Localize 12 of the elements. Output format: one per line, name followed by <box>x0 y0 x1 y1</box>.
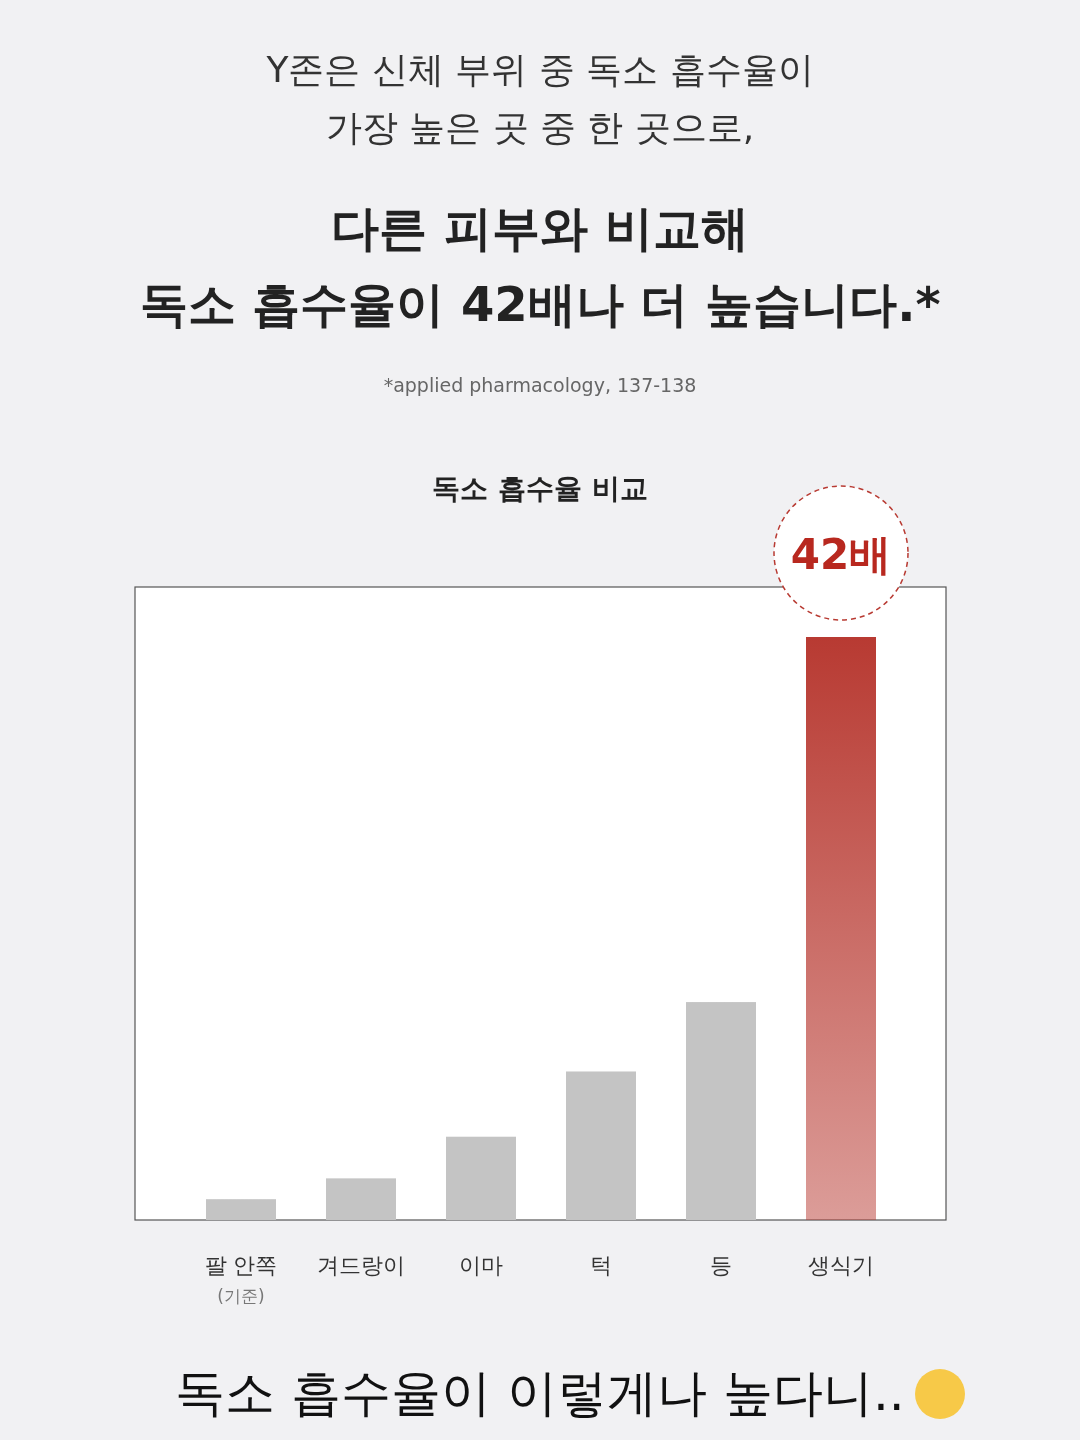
text: Y존은 신체 부위 중 독소 흡수율이 가장 높은 곳 중 한 곳으로, <box>265 49 814 148</box>
text: 다른 피부와 비교해 독소 흡수율이 42배나 더 높습니다.* <box>139 200 941 332</box>
x-tick-label: 생식기 <box>808 1253 874 1278</box>
x-tick-label: 등 <box>710 1253 732 1278</box>
data-label: 42배 <box>790 530 892 579</box>
x-tick-label: 이마 <box>459 1253 503 1278</box>
text: *applied pharmacology, 137-138 <box>383 374 697 396</box>
x-tick-label: 겨드랑이 <box>317 1253 405 1278</box>
text: 독소 흡수율이 이렇게나 높다니.. <box>175 1364 905 1422</box>
x-tick-label: 턱 <box>590 1253 612 1278</box>
chart-title: 독소 흡수율 비교 <box>432 472 648 505</box>
x-tick-label: 팔 안쪽 (기준) <box>204 1253 278 1306</box>
